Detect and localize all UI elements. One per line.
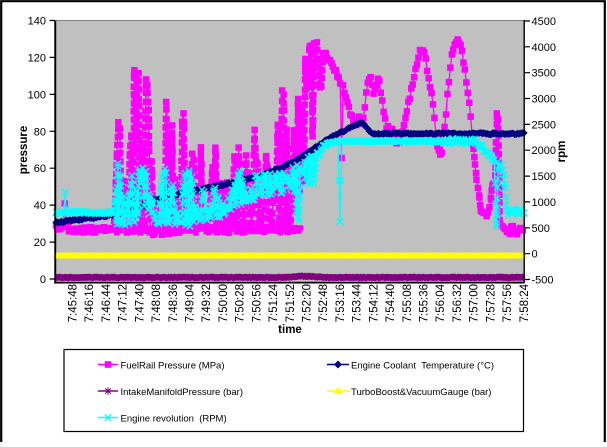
svg-text:time: time [278, 324, 302, 336]
svg-text:7:53:16: 7:53:16 [335, 284, 347, 322]
svg-text:1000: 1000 [532, 197, 556, 209]
svg-text:7:47:12: 7:47:12 [118, 284, 130, 322]
svg-text:7:58:24: 7:58:24 [519, 283, 531, 322]
svg-text:3000: 3000 [532, 94, 556, 106]
svg-text:60: 60 [34, 163, 46, 175]
svg-text:7:57:56: 7:57:56 [502, 284, 514, 322]
svg-text:0: 0 [40, 274, 46, 286]
svg-text:pressure: pressure [18, 126, 30, 175]
svg-text:7:52:20: 7:52:20 [302, 284, 314, 322]
svg-text:7:49:32: 7:49:32 [201, 284, 213, 322]
svg-text:7:46:44: 7:46:44 [101, 283, 113, 322]
svg-text:Engine revolution (RPM): Engine revolution (RPM) [121, 413, 227, 424]
svg-text:2000: 2000 [532, 145, 556, 157]
svg-text:TurboBoost&VacuumGauge (bar): TurboBoost&VacuumGauge (bar) [351, 387, 491, 398]
svg-text:IntakeManifoldPressure (bar): IntakeManifoldPressure (bar) [121, 387, 244, 398]
svg-text:7:52:48: 7:52:48 [318, 284, 330, 322]
svg-text:7:50:56: 7:50:56 [251, 284, 263, 322]
svg-text:0: 0 [532, 249, 538, 261]
svg-text:7:51:24: 7:51:24 [268, 283, 280, 322]
svg-text:7:48:36: 7:48:36 [168, 284, 180, 322]
svg-text:40: 40 [34, 200, 46, 212]
svg-text:7:56:04: 7:56:04 [435, 283, 447, 322]
svg-text:7:50:00: 7:50:00 [218, 284, 230, 322]
svg-text:7:54:12: 7:54:12 [368, 284, 380, 322]
svg-text:7:45:48: 7:45:48 [68, 284, 80, 322]
svg-text:20: 20 [34, 237, 46, 249]
svg-text:4000: 4000 [532, 42, 556, 54]
svg-text:-500: -500 [532, 275, 554, 287]
svg-text:500: 500 [532, 223, 550, 235]
svg-text:7:57:00: 7:57:00 [469, 284, 481, 322]
svg-text:7:49:04: 7:49:04 [185, 283, 197, 322]
svg-text:140: 140 [28, 16, 46, 28]
svg-text:7:56:32: 7:56:32 [452, 284, 464, 322]
svg-text:rpm: rpm [556, 141, 568, 163]
svg-text:7:54:40: 7:54:40 [385, 284, 397, 322]
svg-text:7:46:16: 7:46:16 [84, 284, 96, 322]
svg-text:7:55:08: 7:55:08 [402, 284, 414, 322]
svg-text:7:47:40: 7:47:40 [134, 284, 146, 322]
svg-text:7:53:44: 7:53:44 [352, 283, 364, 322]
svg-text:7:50:28: 7:50:28 [235, 284, 247, 322]
svg-text:7:51:52: 7:51:52 [285, 284, 297, 322]
svg-text:7:55:36: 7:55:36 [419, 284, 431, 322]
svg-text:Engine Coolant Temperature (°: Engine Coolant Temperature (°C) [351, 360, 494, 371]
svg-text:80: 80 [34, 126, 46, 138]
svg-text:2500: 2500 [532, 119, 556, 131]
svg-text:1500: 1500 [532, 171, 556, 183]
svg-text:4500: 4500 [532, 16, 556, 28]
svg-text:7:48:08: 7:48:08 [151, 284, 163, 322]
svg-text:100: 100 [28, 89, 46, 101]
svg-text:7:57:28: 7:57:28 [485, 284, 497, 322]
svg-text:3500: 3500 [532, 68, 556, 80]
svg-text:120: 120 [28, 52, 46, 64]
svg-text:FuelRail Pressure (MPa): FuelRail Pressure (MPa) [121, 360, 225, 371]
